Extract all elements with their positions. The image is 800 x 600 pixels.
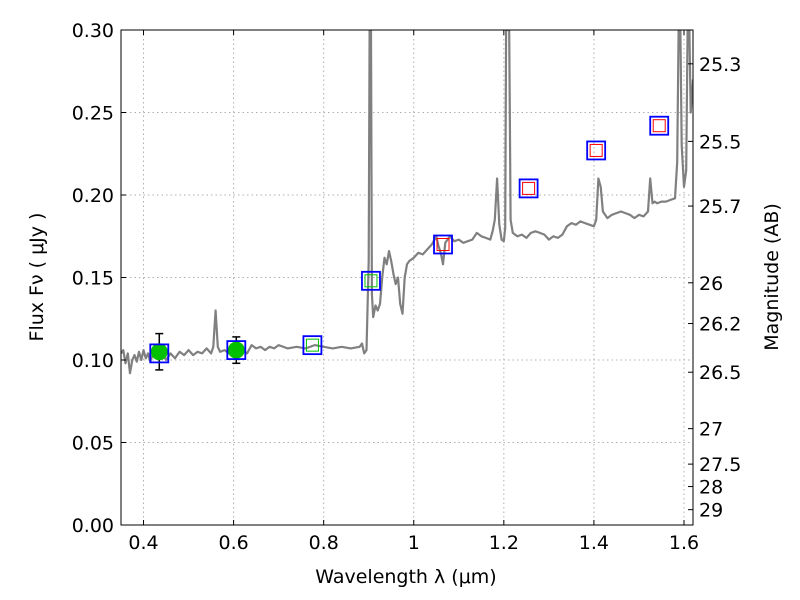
x-tick-label: 1.4	[579, 532, 609, 554]
y2-tick-label: 27.5	[699, 454, 741, 476]
observed-point	[150, 343, 168, 361]
y-tick-label: 0.05	[72, 433, 114, 455]
spectrum-series	[121, 30, 693, 375]
y2-axis-label: Magnitude (AB)	[761, 203, 783, 351]
model-point-box	[649, 115, 670, 136]
model-inner-box	[589, 143, 603, 157]
x-tick-label: 0.8	[309, 532, 339, 554]
y-tick-label: 0.20	[72, 185, 114, 207]
y2-tick-label: 28	[699, 477, 723, 499]
model-point-box	[302, 335, 323, 356]
y-axis-label: Flux Fν ( μJy )	[26, 213, 48, 342]
y2-tick-label: 26.2	[699, 314, 741, 336]
x-tick-label: 1.6	[669, 532, 699, 554]
model-point-box	[226, 340, 247, 361]
x-axis-label: Wavelength λ (μm)	[315, 566, 496, 588]
y-tick-label: 0.15	[72, 268, 114, 290]
grid-lines	[121, 29, 693, 526]
y2-tick-label: 25.7	[699, 196, 741, 218]
model-point-box	[518, 178, 539, 199]
model-inner-box	[364, 274, 378, 288]
y-tick-label: 0.25	[72, 103, 114, 125]
x-tick-label: 0.4	[128, 532, 158, 554]
model-point-box	[149, 343, 170, 364]
axis-ticks: 0.4 0.6 0.8 1 1.2 1.4 1.6 0.00 0.05 0.10 0.15 0.20 0…	[72, 20, 742, 554]
model-point-box	[586, 140, 607, 161]
y2-tick-label: 25.3	[699, 54, 741, 76]
y2-tick-label: 29	[699, 500, 723, 522]
model-inner-box	[522, 181, 536, 195]
y2-tick-label: 26	[699, 273, 723, 295]
y2-tick-label: 25.5	[699, 131, 741, 153]
photometry-points	[149, 115, 670, 371]
observed-point	[227, 341, 245, 359]
y2-tick-label: 26.5	[699, 362, 741, 384]
y-tick-label: 0.30	[72, 20, 114, 42]
y2-tick-label: 27	[699, 419, 723, 441]
y-tick-label: 0.00	[72, 515, 114, 537]
model-point-box	[433, 234, 453, 255]
model-point-box	[361, 270, 381, 291]
x-tick-label: 1.2	[489, 532, 519, 554]
model-inner-box	[305, 338, 319, 352]
spectrum-line	[121, 30, 693, 375]
x-tick-label: 1	[408, 532, 420, 554]
x-tick-label: 0.6	[218, 532, 248, 554]
y-tick-label: 0.10	[72, 350, 114, 372]
model-inner-box	[652, 119, 666, 133]
model-inner-box	[436, 238, 450, 251]
